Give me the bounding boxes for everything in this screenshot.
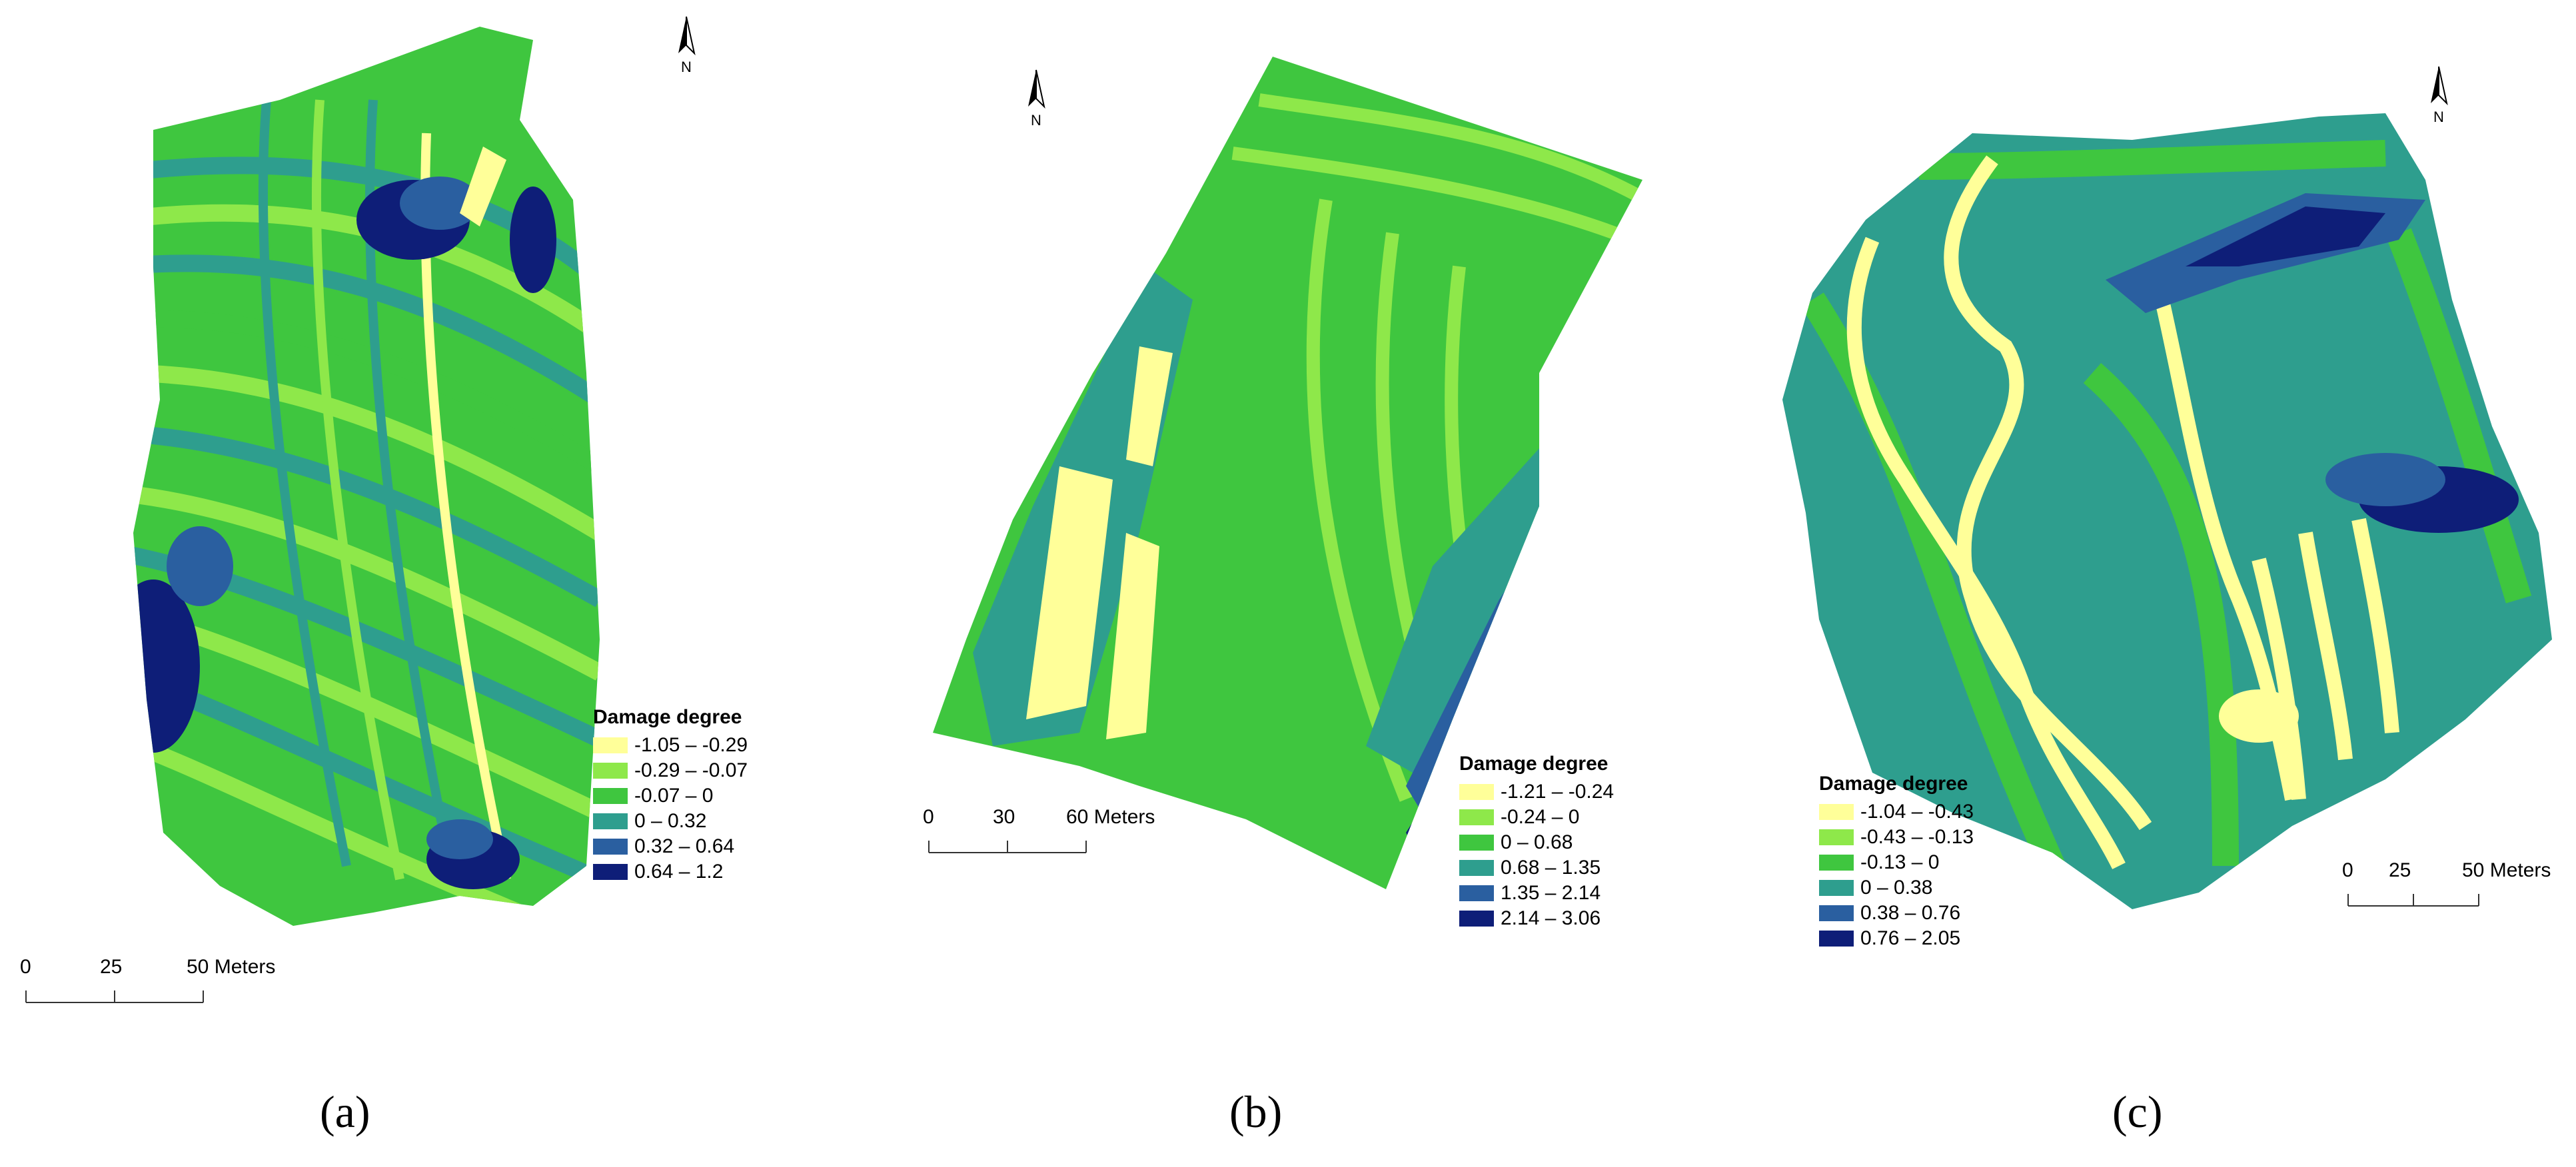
legend-swatch <box>593 839 628 855</box>
scale-bar-line <box>25 990 204 1003</box>
legend-item: 0 – 0.68 <box>1459 830 1614 855</box>
legend-item: 0.38 – 0.76 <box>1819 901 1974 926</box>
legend-swatch <box>593 763 628 779</box>
legend-swatch <box>593 737 628 753</box>
legend-swatch <box>593 788 628 804</box>
legend-swatch <box>1459 860 1494 876</box>
caption-c: (c) <box>2112 1086 2163 1137</box>
legend-swatch <box>1819 931 1854 947</box>
legend-swatch <box>1819 880 1854 896</box>
scale-tick-end: 50 Meters <box>2462 859 2551 881</box>
legend-swatch <box>1819 905 1854 921</box>
legend-title-c: Damage degree <box>1819 773 1968 795</box>
legend-swatch <box>593 864 628 880</box>
scale-tick-mid: 25 <box>2389 859 2411 881</box>
legend-title-b: Damage degree <box>1459 753 1609 775</box>
scale-bar-line <box>2347 894 2479 907</box>
scale-tick-0: 0 <box>923 806 934 828</box>
panel-b: N Damage degree -1.21 – -0.24 -0.24 – 0 … <box>860 0 1719 1167</box>
damage-map-c <box>1782 113 2552 909</box>
legend-item: -1.05 – -0.29 <box>593 733 748 758</box>
legend-item: -0.43 – -0.13 <box>1819 825 1974 850</box>
legend-b: Damage degree -1.21 – -0.24 -0.24 – 0 0 … <box>1459 753 1614 931</box>
scale-tick-end: 50 Meters <box>187 956 276 978</box>
legend-title-a: Damage degree <box>593 706 742 728</box>
legend-swatch <box>1819 829 1854 845</box>
scale-bar-b: 0 30 60 Meters <box>920 806 1266 859</box>
north-label-a: N <box>681 59 692 75</box>
caption-b: (b) <box>1229 1086 1283 1137</box>
panel-c: N Damage degree -1.04 – -0.43 -0.43 – -0… <box>1719 0 2576 1167</box>
north-label-c: N <box>2433 109 2444 125</box>
damage-map-a <box>133 27 600 926</box>
legend-swatch <box>1459 885 1494 901</box>
north-arrow-icon <box>1028 69 1045 109</box>
panel-a: N Damage degree -1.05 – -0.29 -0.29 – -0… <box>0 0 860 1167</box>
legend-item: 0.76 – 2.05 <box>1819 926 1974 951</box>
legend-item: -1.21 – -0.24 <box>1459 779 1614 805</box>
scale-tick-mid: 25 <box>100 956 123 978</box>
legend-item: -0.29 – -0.07 <box>593 758 748 783</box>
scale-tick-0: 0 <box>20 956 31 978</box>
legend-swatch <box>1459 784 1494 800</box>
north-arrow-icon <box>678 16 696 56</box>
scale-tick-0: 0 <box>2342 859 2353 881</box>
legend-swatch <box>1819 855 1854 871</box>
legend-swatch <box>1819 804 1854 820</box>
north-label-b: N <box>1031 112 1041 129</box>
north-arrow-icon <box>2431 66 2448 106</box>
legend-c: Damage degree -1.04 – -0.43 -0.43 – -0.1… <box>1819 773 1974 951</box>
damage-map-b <box>933 57 1642 889</box>
legend-swatch <box>1459 835 1494 851</box>
legend-swatch <box>1459 809 1494 825</box>
legend-swatch <box>593 813 628 829</box>
scale-tick-mid: 30 <box>993 806 1015 828</box>
legend-item: 1.35 – 2.14 <box>1459 881 1614 906</box>
legend-item: -0.24 – 0 <box>1459 805 1614 830</box>
legend-swatch <box>1459 911 1494 927</box>
scale-bar-c: 0 25 50 Meters <box>2339 859 2572 913</box>
legend-item: 0 – 0.38 <box>1819 875 1974 901</box>
legend-item: 0.32 – 0.64 <box>593 834 748 859</box>
legend-a: Damage degree -1.05 – -0.29 -0.29 – -0.0… <box>593 706 748 885</box>
north-arrow-b: N <box>1016 67 1056 140</box>
legend-item: 0.68 – 1.35 <box>1459 855 1614 881</box>
legend-item: 0.64 – 1.2 <box>593 859 748 885</box>
legend-item: -1.04 – -0.43 <box>1819 799 1974 825</box>
scale-tick-end: 60 Meters <box>1066 806 1155 828</box>
scale-bar-a: 0 25 50 Meters <box>17 956 363 1009</box>
legend-item: -0.13 – 0 <box>1819 850 1974 875</box>
scale-bar-line <box>928 841 1087 853</box>
legend-item: -0.07 – 0 <box>593 783 748 809</box>
north-arrow-a: N <box>666 13 706 87</box>
north-arrow-c: N <box>2419 63 2459 137</box>
legend-item: 0 – 0.32 <box>593 809 748 834</box>
caption-a: (a) <box>320 1086 370 1137</box>
legend-item: 2.14 – 3.06 <box>1459 906 1614 931</box>
